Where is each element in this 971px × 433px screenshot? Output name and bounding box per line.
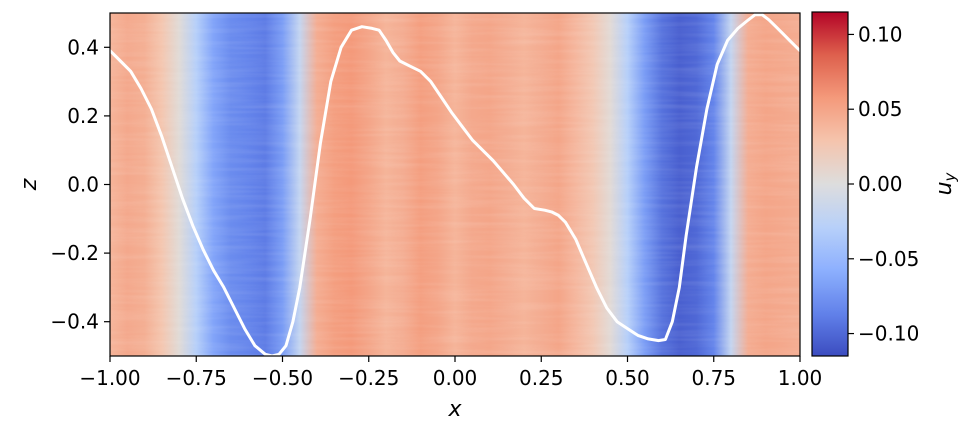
y-axis-ticks: −0.4 −0.2 0.0 0.2 0.4 bbox=[50, 35, 110, 334]
x-tick-label: −0.50 bbox=[252, 366, 313, 390]
y-axis-label: z bbox=[17, 178, 42, 191]
x-axis-label: x bbox=[447, 397, 462, 422]
x-tick-label: −1.00 bbox=[79, 366, 140, 390]
colorbar-ticks: −0.10 −0.05 0.00 0.05 0.10 bbox=[848, 22, 919, 346]
colorbar-gradient-bar bbox=[811, 11, 849, 357]
y-tick-label: 0.2 bbox=[67, 104, 99, 128]
y-tick-label: 0.0 bbox=[67, 173, 99, 197]
x-tick-label: 0.50 bbox=[605, 366, 650, 390]
x-tick-label: 0.25 bbox=[519, 366, 564, 390]
x-tick-label: 1.00 bbox=[778, 366, 823, 390]
x-tick-label: −0.75 bbox=[166, 366, 227, 390]
colorbar-tick-label: 0.05 bbox=[858, 97, 903, 121]
colorbar-label-main: u bbox=[932, 181, 957, 195]
y-tick-label: −0.4 bbox=[50, 310, 99, 334]
velocity-field-texture bbox=[110, 13, 800, 356]
y-tick-label: 0.4 bbox=[67, 35, 99, 59]
plot-area bbox=[109, 12, 801, 357]
colorbar-tick-label: −0.10 bbox=[858, 322, 919, 346]
colorbar-label: uy bbox=[932, 171, 959, 195]
white-profile-curve bbox=[110, 13, 800, 356]
colorbar: −0.10 −0.05 0.00 0.05 0.10 uy bbox=[811, 11, 959, 357]
colorbar-tick-label: −0.05 bbox=[858, 247, 919, 271]
colorbar-tick-label: 0.10 bbox=[858, 22, 903, 46]
x-tick-label: 0.75 bbox=[691, 366, 736, 390]
x-tick-label: −0.25 bbox=[338, 366, 399, 390]
y-tick-label: −0.2 bbox=[50, 241, 99, 265]
colorbar-tick-label: 0.00 bbox=[858, 172, 903, 196]
x-axis-ticks: −1.00 −0.75 −0.50 −0.25 0.00 0.25 0.50 0.75 1.00 bbox=[79, 356, 822, 390]
x-tick-label: 0.00 bbox=[433, 366, 478, 390]
colorbar-label-subscript: y bbox=[941, 171, 959, 182]
